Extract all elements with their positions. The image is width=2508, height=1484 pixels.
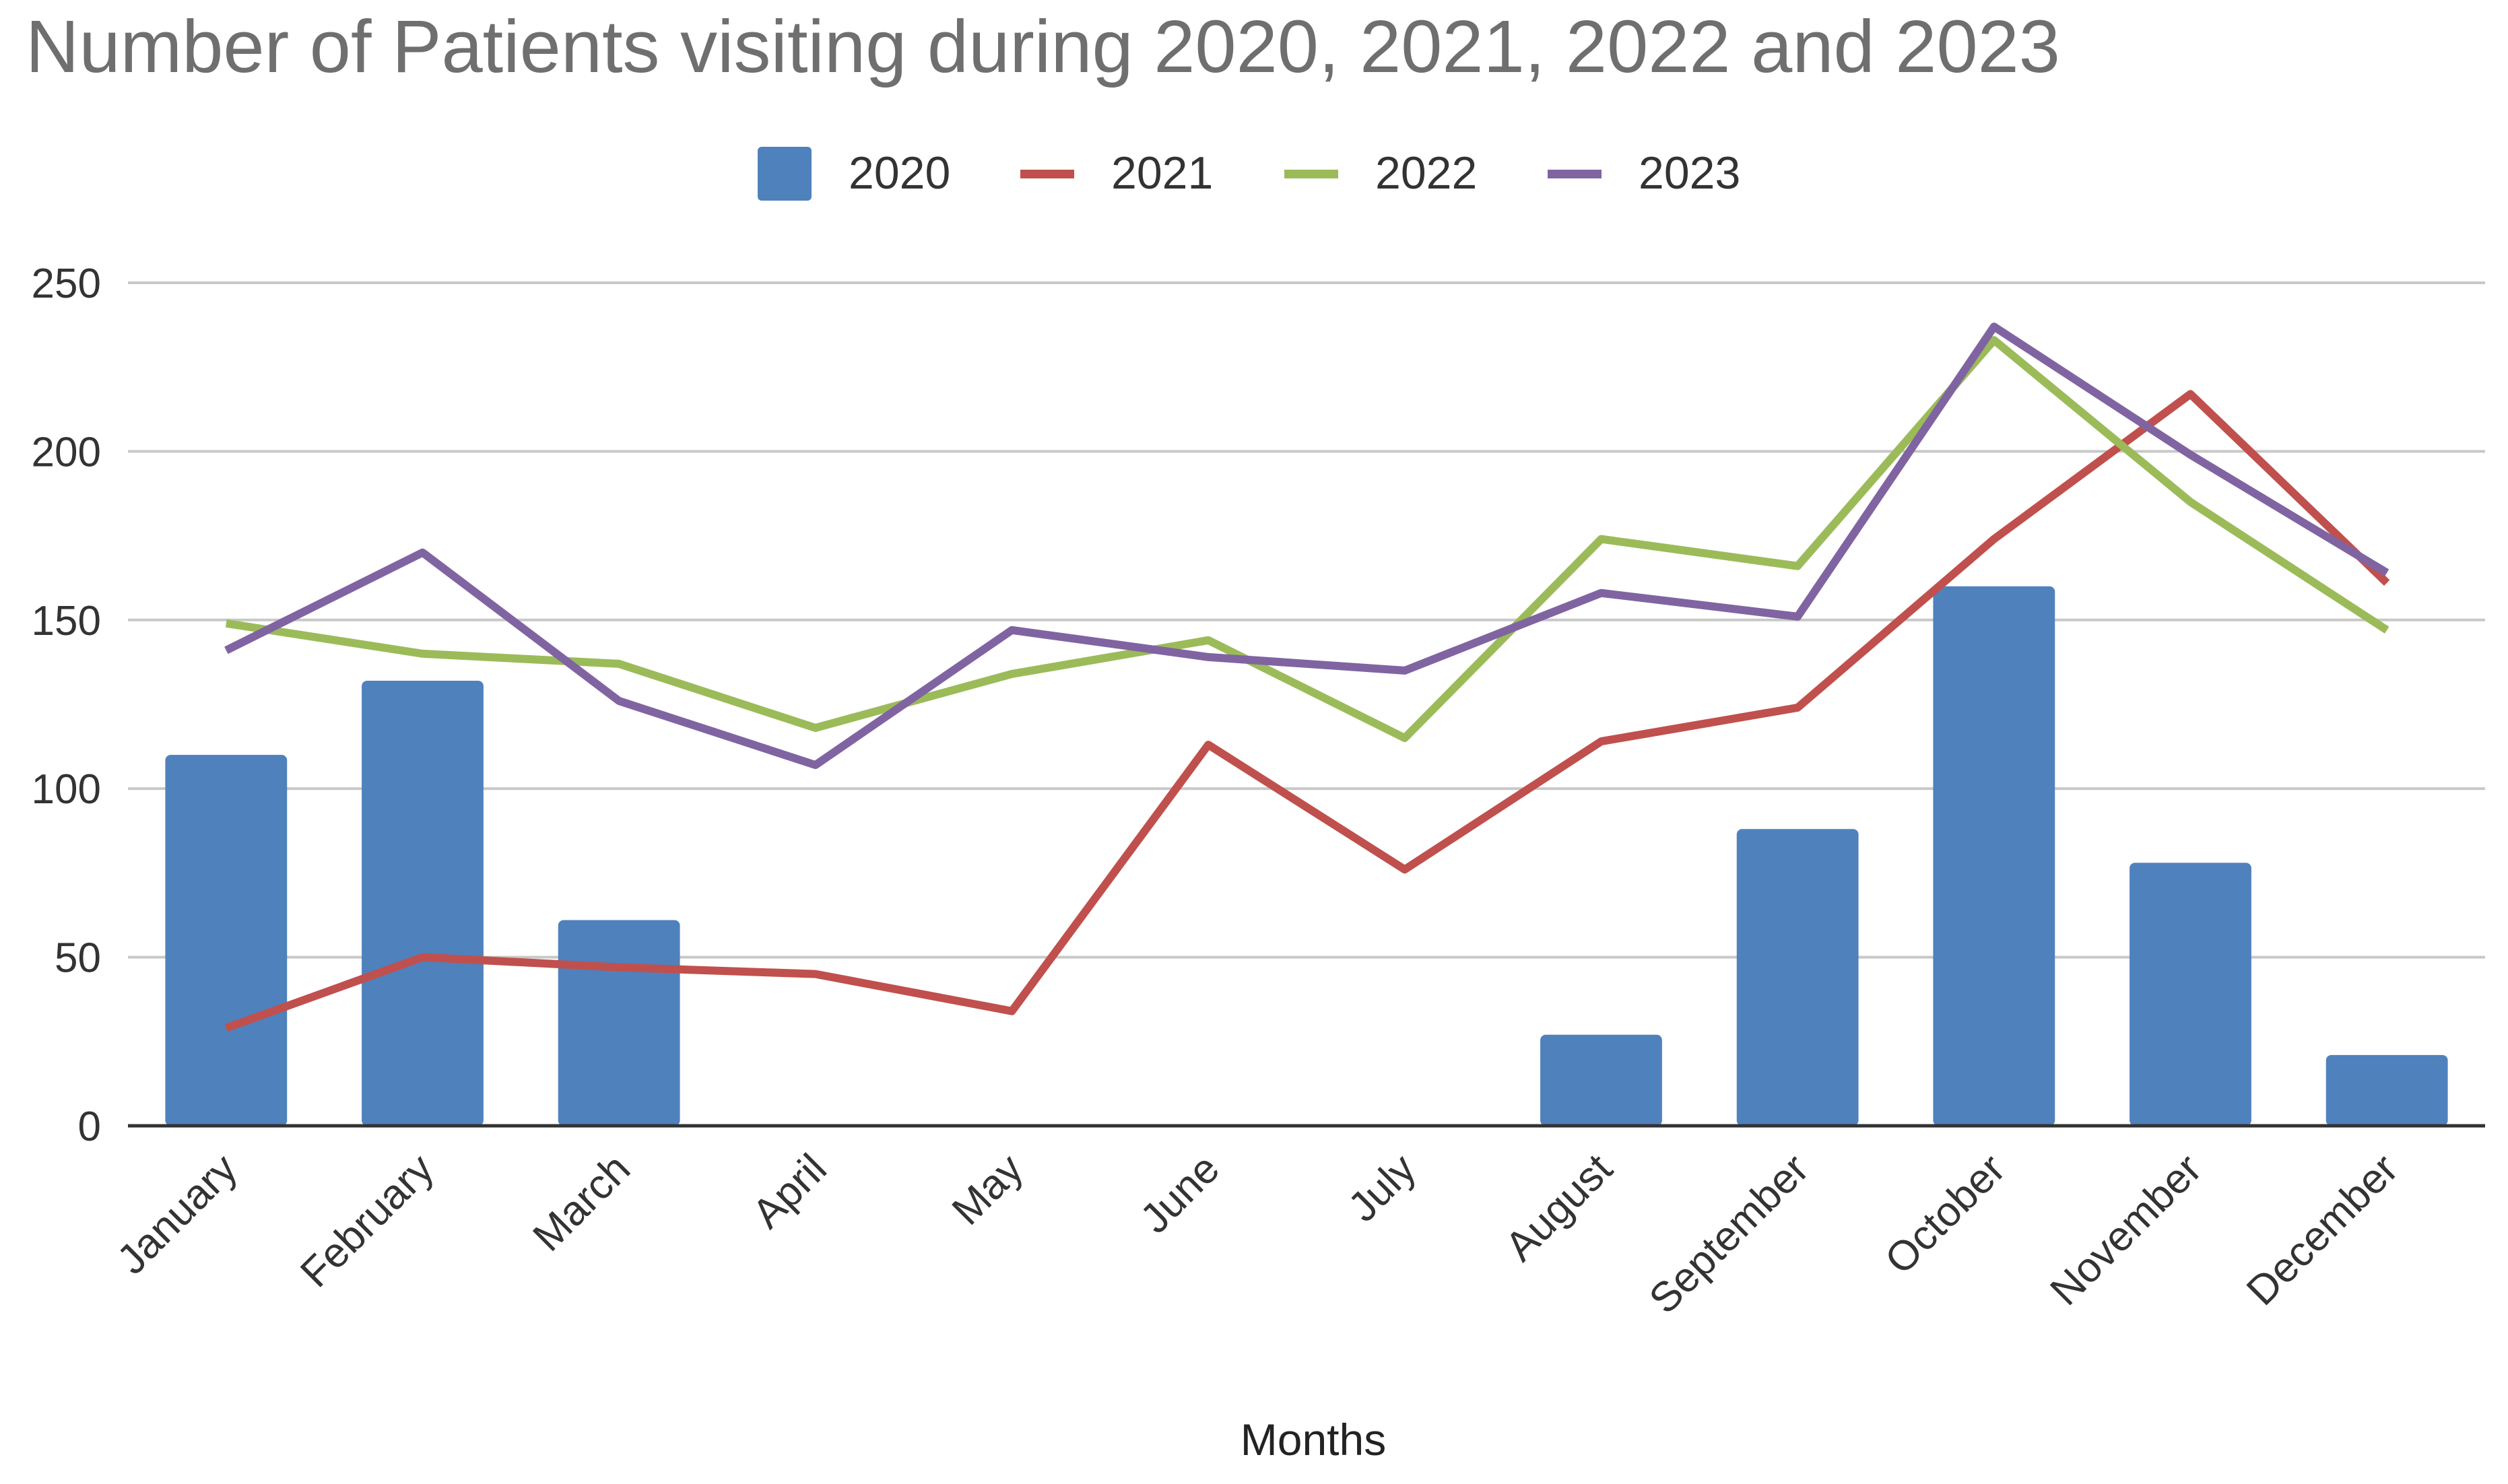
x-tick-label-december: December <box>2238 1145 2407 1314</box>
y-tick-label-100: 100 <box>32 766 101 813</box>
y-tick-label-200: 200 <box>32 429 101 475</box>
line-series <box>224 323 2390 1032</box>
x-tick-label-august: August <box>1496 1145 1621 1270</box>
point-2023-april <box>815 764 816 766</box>
chart-title: Number of Patients visiting during 2020,… <box>26 5 2060 88</box>
point-2022-february <box>422 653 423 654</box>
bar-2020-february <box>362 680 484 1126</box>
legend-swatch-2022 <box>1284 170 1338 178</box>
bar-2020-september <box>1736 829 1859 1126</box>
x-tick-label-june: June <box>1131 1145 1228 1242</box>
legend-swatch-2021 <box>1020 170 1074 178</box>
legend-label-2023: 2023 <box>1639 147 1741 199</box>
y-tick-labels: 0 50 100 150 200 250 <box>32 261 101 1150</box>
point-2021-july <box>1404 869 1406 870</box>
point-2022-october <box>1993 339 1995 341</box>
legend-label-2021: 2021 <box>1111 147 1214 199</box>
x-tick-label-september: September <box>1641 1145 1818 1322</box>
x-tick-labels: January February March April May June July Augu… <box>108 1145 2407 1322</box>
bar-2020-december <box>2325 1054 2448 1126</box>
bar-2020-january <box>165 755 288 1126</box>
bar-series-2020 <box>165 586 2448 1126</box>
y-tick-label-0: 0 <box>78 1104 101 1150</box>
point-2023-september <box>1797 616 1798 617</box>
point-2022-march <box>618 663 620 665</box>
legend-swatch-2020 <box>758 147 812 201</box>
x-tick-label-january: January <box>108 1145 246 1283</box>
bar-2020-november <box>2130 863 2251 1126</box>
point-2023-february <box>422 552 423 553</box>
point-2022-april <box>815 727 816 729</box>
point-2023-june <box>1208 656 1209 658</box>
bar-2020-october <box>1933 586 2055 1126</box>
x-tick-label-may: May <box>944 1145 1032 1234</box>
point-2021-november <box>2190 393 2191 395</box>
bar-2020-august <box>1540 1034 1662 1126</box>
line-2023 <box>224 323 2389 770</box>
x-tick-label-november: November <box>2041 1145 2210 1314</box>
legend-label-2022: 2022 <box>1375 147 1478 199</box>
x-tick-label-october: October <box>1876 1145 2014 1283</box>
x-tick-label-february: February <box>292 1145 442 1296</box>
point-2023-november <box>2190 454 2191 455</box>
legend-swatch-2023 <box>1548 170 1602 178</box>
line-2022 <box>225 336 2389 743</box>
point-2023-march <box>618 700 620 702</box>
y-tick-label-50: 50 <box>55 935 101 982</box>
bar-2020-march <box>558 920 680 1126</box>
point-2021-august <box>1601 741 1602 742</box>
y-tick-label-150: 150 <box>32 598 101 644</box>
x-tick-label-march: March <box>524 1145 639 1260</box>
x-tick-label-july: July <box>1340 1145 1425 1231</box>
gridlines <box>128 281 2485 959</box>
line-2021 <box>224 390 2390 1032</box>
x-tick-label-april: April <box>744 1145 835 1237</box>
point-2021-march <box>618 967 620 968</box>
legend-label-2020: 2020 <box>849 147 951 199</box>
point-2022-july <box>1404 737 1406 739</box>
x-axis-title: Months <box>1240 1415 1387 1464</box>
y-tick-label-250: 250 <box>32 261 101 307</box>
legend: 2020 2021 2022 2023 <box>0 141 2508 215</box>
point-2023-july <box>1404 670 1406 671</box>
